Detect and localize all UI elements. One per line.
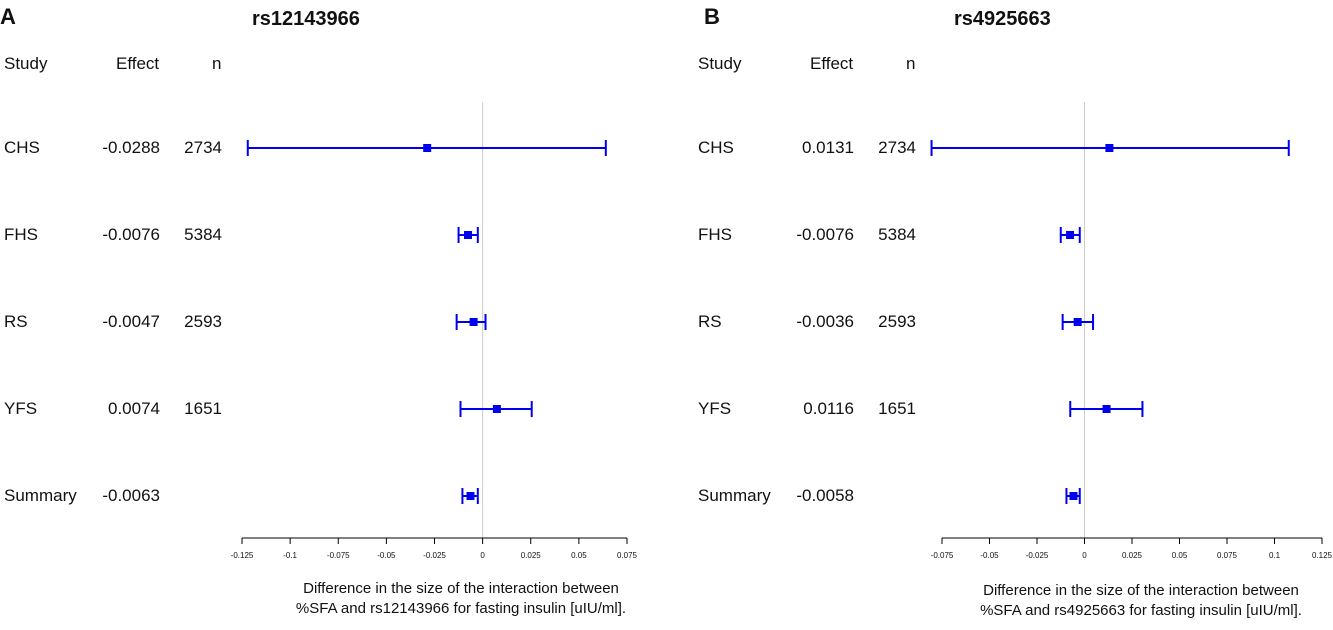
row-effect-value: -0.0058 <box>796 486 854 505</box>
chart-title: rs12143966 <box>252 8 360 30</box>
x-tick-label: -0.125 <box>231 551 254 560</box>
point-estimate <box>1105 144 1114 152</box>
header-effect: Effect <box>810 54 854 73</box>
row-n-value: 2734 <box>878 138 916 157</box>
x-axis-label: Difference in the size of the interactio… <box>926 581 1333 621</box>
chart-title: rs4925663 <box>954 8 1051 30</box>
header-n: n <box>212 54 222 73</box>
ci-summary <box>461 488 479 504</box>
ci-rs <box>1061 314 1095 330</box>
row-n-value: 2593 <box>184 312 222 331</box>
row-study-label: CHS <box>4 138 40 157</box>
panel-label: B <box>704 4 720 29</box>
row-n-value: 2593 <box>878 312 916 331</box>
point-estimate <box>1102 405 1111 413</box>
x-axis-label-line-2: %SFA and rs4925663 for fasting insulin [… <box>980 602 1302 619</box>
point-estimate <box>463 231 472 239</box>
forest-plot-svg: -0.075 -0.05 -0.025 0 0.025 0.05 0.075 0.1 0.125 <box>930 102 1333 560</box>
row-study-label: FHS <box>4 225 38 244</box>
ci-chs <box>246 140 607 156</box>
point-estimate <box>1066 231 1075 239</box>
header-effect: Effect <box>116 54 160 73</box>
x-tick-label: 0.05 <box>571 551 587 560</box>
ci-chs <box>930 140 1290 156</box>
row-effect-value: -0.0076 <box>102 225 160 244</box>
row-n-value: 2734 <box>184 138 222 157</box>
point-estimate <box>469 318 478 326</box>
x-tick-label: 0.075 <box>1217 551 1238 560</box>
row-effect-value: -0.0063 <box>102 486 160 505</box>
point-estimate <box>1073 318 1082 326</box>
x-tick-label: 0.125 <box>1312 551 1333 560</box>
x-axis-label-line-1: Difference in the size of the interactio… <box>983 582 1299 599</box>
x-tick-label: -0.025 <box>423 551 446 560</box>
forest-plot-svg: -0.125 -0.1 -0.075 -0.05 -0.025 0 0.025 0.05 0.0… <box>231 102 638 560</box>
ci-yfs <box>1069 401 1144 417</box>
x-tick-label: -0.025 <box>1026 551 1049 560</box>
row-study-label: RS <box>698 312 722 331</box>
row-n-value: 1651 <box>878 399 916 418</box>
row-study-label: Summary <box>698 486 771 505</box>
row-effect-value: 0.0131 <box>802 138 854 157</box>
point-estimate <box>492 405 501 413</box>
x-axis-label-line-2: %SFA and rs12143966 for fasting insulin … <box>295 600 627 617</box>
header-study: Study <box>698 54 742 73</box>
row-n-value: 5384 <box>878 225 916 244</box>
row-effect-value: -0.0288 <box>102 138 160 157</box>
x-tick-label: 0.025 <box>1122 551 1143 560</box>
x-axis-label: Difference in the size of the interactio… <box>246 579 676 619</box>
row-effect-value: 0.0116 <box>803 399 854 418</box>
row-effect-value: -0.0036 <box>796 312 854 331</box>
x-axis-label-line-1: Difference in the size of the interactio… <box>303 580 619 597</box>
row-effect-value: -0.0047 <box>102 312 160 331</box>
ci-yfs <box>459 401 533 417</box>
header-study: Study <box>4 54 48 73</box>
row-study-label: FHS <box>698 225 732 244</box>
x-tick-label: -0.05 <box>980 551 999 560</box>
point-estimate <box>1069 492 1078 500</box>
row-study-label: CHS <box>698 138 734 157</box>
x-tick-label: -0.05 <box>377 551 396 560</box>
row-n-value: 1651 <box>184 399 222 418</box>
ci-fhs <box>457 227 479 243</box>
forest-plot-panel-b: B rs4925663 Study Effect n CHS 0.0131 2734… <box>690 0 1333 630</box>
point-estimate <box>423 144 432 152</box>
forest-plot-panel-a: A rs12143966 Study Effect n CHS -0.0288 27… <box>0 0 666 630</box>
x-tick-label: 0.1 <box>1269 551 1281 560</box>
panel-label: A <box>0 4 16 29</box>
header-n: n <box>906 54 916 73</box>
ci-summary <box>1065 488 1081 504</box>
row-study-label: RS <box>4 312 28 331</box>
x-tick-label: -0.075 <box>931 551 954 560</box>
row-effect-value: -0.0076 <box>796 225 854 244</box>
x-tick-label: 0 <box>480 551 485 560</box>
x-tick-label: -0.1 <box>283 551 297 560</box>
x-tick-label: 0 <box>1082 551 1087 560</box>
x-tick-label: 0.075 <box>617 551 638 560</box>
ci-fhs <box>1059 227 1081 243</box>
row-study-label: YFS <box>698 399 732 418</box>
point-estimate <box>466 492 475 500</box>
row-n-value: 5384 <box>184 225 222 244</box>
row-study-label: Summary <box>4 486 77 505</box>
row-study-label: YFS <box>4 399 38 418</box>
ci-rs <box>455 314 487 330</box>
x-tick-label: -0.075 <box>327 551 350 560</box>
x-tick-label: 0.05 <box>1172 551 1188 560</box>
x-tick-label: 0.025 <box>521 551 542 560</box>
row-effect-value: 0.0074 <box>108 399 160 418</box>
